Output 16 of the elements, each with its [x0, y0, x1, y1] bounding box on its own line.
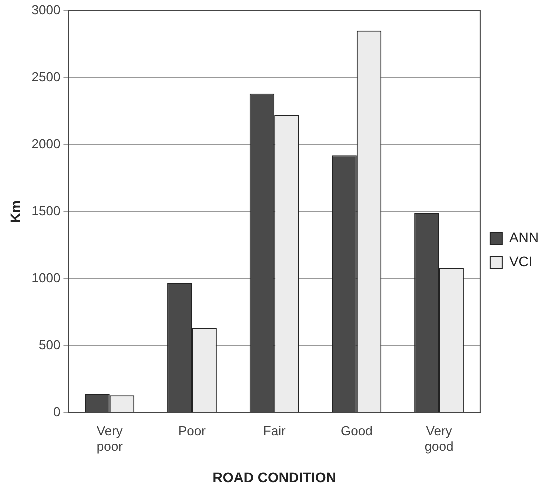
y-tick-label: 500: [39, 338, 61, 353]
y-tick-label: 0: [53, 404, 61, 420]
y-axis-title: Km: [7, 200, 24, 224]
x-tick-label: Fair: [263, 423, 286, 438]
x-tick-label: Good: [341, 423, 373, 438]
legend-label: ANN: [509, 229, 540, 246]
y-tick-label: 3000: [32, 2, 61, 18]
y-tick-label: 1000: [32, 270, 61, 286]
x-tick-label: Poor: [178, 423, 207, 438]
x-tick-label: Very good: [424, 423, 454, 454]
x-axis-title: ROAD CONDITION: [212, 469, 336, 486]
legend-label: VCI: [509, 253, 533, 270]
x-tick-label: Very poor: [96, 423, 124, 454]
y-tick-label: 2000: [32, 136, 61, 152]
y-tick-label: 2500: [32, 69, 61, 84]
y-tick-label: 1500: [32, 203, 61, 218]
